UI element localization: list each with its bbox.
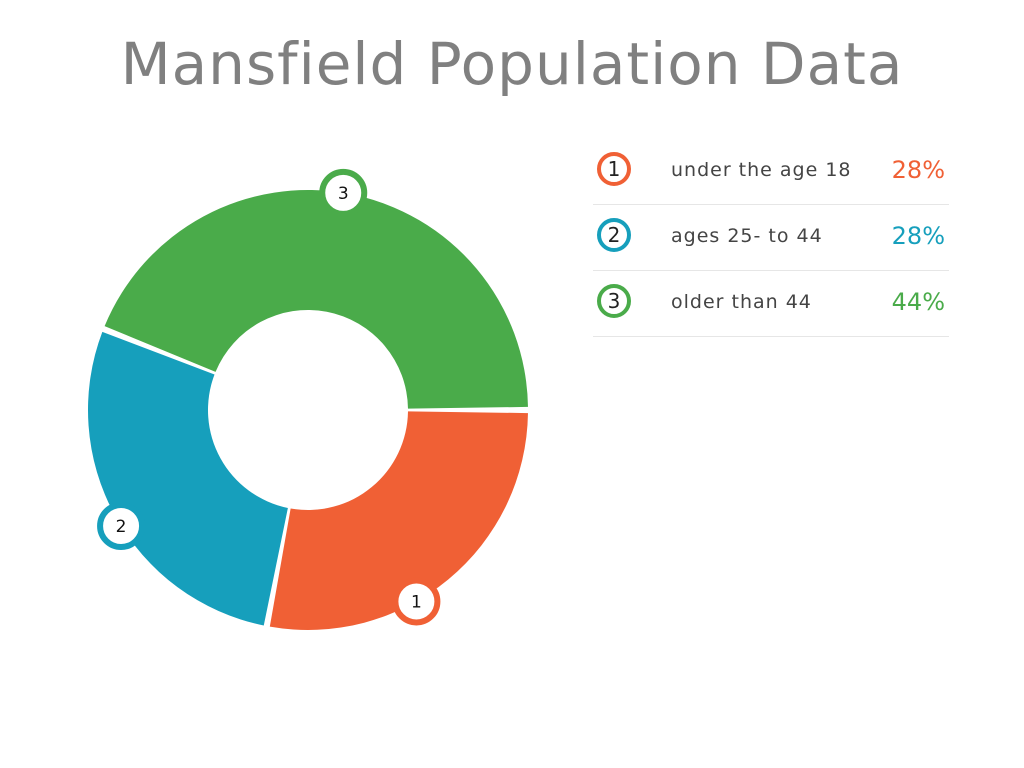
chart-title: Mansfield Population Data <box>120 30 904 98</box>
legend-marker-2: 2 <box>597 218 631 252</box>
legend-label-2: ages 25- to 44 <box>671 225 823 247</box>
legend-row-2: 2 ages 25- to 44 28% <box>593 205 949 271</box>
legend-value-3: 44% <box>891 288 945 316</box>
legend: 1 under the age 18 28% 2 ages 25- to 44 28% 3 o… <box>593 139 949 337</box>
donut-slice-2 <box>87 331 288 626</box>
donut-slice-3 <box>104 189 528 409</box>
donut-slice-1 <box>269 411 528 630</box>
legend-row-3: 3 older than 44 44% <box>593 271 949 337</box>
slice-marker-2 <box>97 502 146 551</box>
legend-label-3: older than 44 <box>671 291 812 313</box>
legend-label-1: under the age 18 <box>671 159 852 181</box>
slice-marker-label-3: 3 <box>338 184 349 204</box>
slice-marker-1 <box>392 577 441 626</box>
legend-value-2: 28% <box>891 222 945 250</box>
slice-marker-label-2: 2 <box>116 517 127 537</box>
legend-marker-1: 1 <box>597 152 631 186</box>
slice-marker-3 <box>319 168 368 217</box>
slice-marker-label-1: 1 <box>411 592 422 612</box>
legend-marker-3: 3 <box>597 284 631 318</box>
legend-value-1: 28% <box>891 156 945 184</box>
legend-row-1: 1 under the age 18 28% <box>593 139 949 205</box>
